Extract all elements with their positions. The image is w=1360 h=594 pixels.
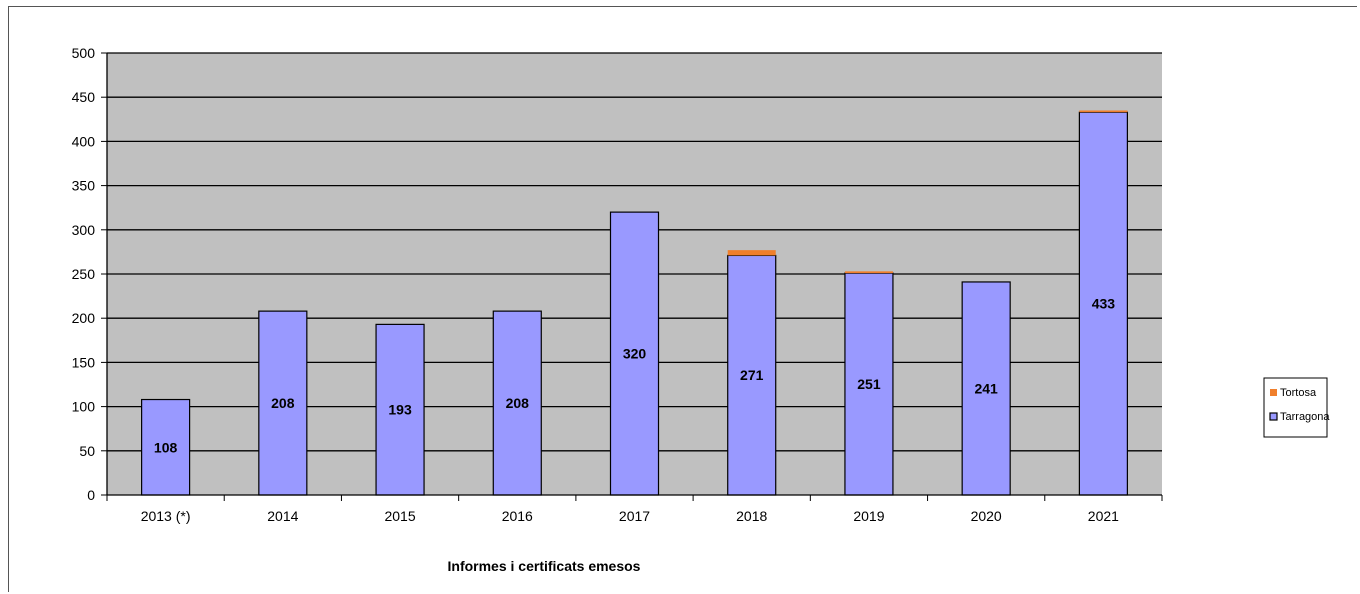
x-tick-label: 2014 (267, 508, 298, 524)
data-label: 320 (623, 346, 647, 362)
bars (141, 110, 1128, 496)
y-tick-label: 200 (72, 310, 96, 326)
data-label: 193 (388, 402, 412, 418)
y-tick-label: 150 (72, 354, 96, 370)
x-tick-label: 2015 (384, 508, 415, 524)
x-tick-label: 2020 (971, 508, 1002, 524)
y-tick-label: 350 (72, 178, 96, 194)
bar-tarragona (961, 281, 1011, 496)
y-tick-label: 50 (79, 443, 95, 459)
y-tick-label: 400 (72, 133, 96, 149)
chart-frame (8, 6, 1357, 592)
x-tick-label: 2017 (619, 508, 650, 524)
data-label: 271 (740, 367, 764, 383)
x-tick-label: 2018 (736, 508, 767, 524)
y-tick-label: 500 (72, 45, 96, 61)
bar-tarragona (258, 310, 308, 496)
legend-box (1263, 377, 1328, 438)
bar-tarragona (609, 211, 660, 496)
legend-label-tarragona: Tarragona (1280, 411, 1330, 423)
bar-tortosa (727, 250, 776, 256)
data-label: 108 (154, 439, 178, 455)
data-label: 251 (857, 376, 881, 392)
y-axis-ticks: 0 50 100 150 200 250 300 350 400 450 500 (72, 45, 107, 503)
bar-tarragona (727, 254, 777, 496)
bar-tortosa (1079, 110, 1128, 113)
bar-tortosa (844, 271, 893, 274)
x-tick-label: 2021 (1088, 508, 1119, 524)
legend-swatch-tarragona (1269, 412, 1278, 421)
y-tick-label: 0 (87, 487, 95, 503)
data-label: 241 (974, 380, 998, 396)
y-tick-label: 100 (72, 399, 96, 415)
bar-tarragona (844, 272, 894, 496)
x-axis-title: Informes i certificats emesos (448, 558, 641, 574)
legend-swatch-tortosa (1270, 389, 1277, 396)
data-label: 208 (271, 395, 295, 411)
y-tick-label: 250 (72, 266, 96, 282)
y-tick-label: 300 (72, 222, 96, 238)
data-label: 433 (1092, 296, 1116, 312)
data-labels: 108 208 193 208 320 271 251 241 433 (154, 296, 1115, 456)
x-tick-label: 2013 (*) (141, 508, 191, 524)
bar-tarragona (375, 323, 425, 496)
bar-tarragona (141, 398, 191, 496)
bar-tarragona (492, 310, 542, 496)
legend: Tortosa Tarragona (1263, 377, 1330, 438)
x-axis-ticks: 2013 (*) 2014 2015 2016 2017 2018 2019 2020 2021 (106, 495, 1163, 524)
data-label: 208 (506, 395, 530, 411)
bar-tarragona (1078, 111, 1128, 496)
x-tick-label: 2019 (853, 508, 884, 524)
legend-label-tortosa: Tortosa (1280, 387, 1317, 399)
x-tick-label: 2016 (502, 508, 533, 524)
y-tick-label: 450 (72, 89, 96, 105)
